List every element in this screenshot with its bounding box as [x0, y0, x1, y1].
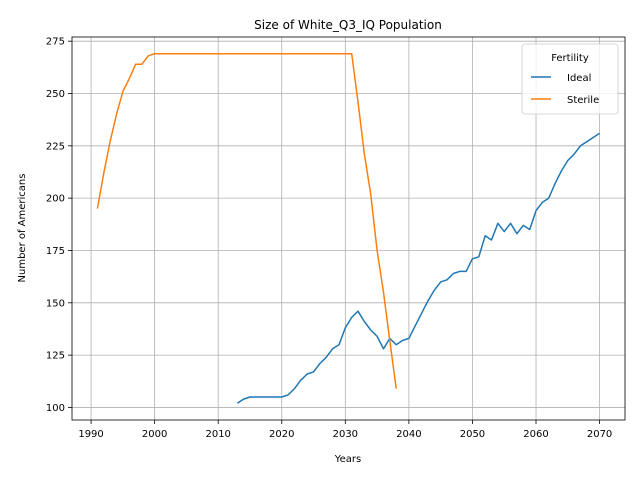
legend: Fertility Ideal Sterile: [521, 43, 619, 115]
chart-title: Size of White_Q3_IQ Population: [254, 18, 442, 32]
x-tick-label: 2020: [269, 429, 294, 440]
x-tick-label: 2000: [142, 429, 167, 440]
y-tick-label: 150: [46, 298, 65, 309]
y-axis-label: Number of Americans: [17, 174, 28, 283]
y-tick-label: 250: [46, 89, 65, 100]
x-tick-label: 2060: [523, 429, 548, 440]
x-tick-label: 2010: [205, 429, 230, 440]
x-axis-label: Years: [334, 454, 361, 465]
x-tick-label: 2030: [333, 429, 358, 440]
legend-label-ideal: Ideal: [567, 73, 591, 84]
y-tick-label: 175: [46, 246, 65, 257]
series-line-ideal: [236, 132, 601, 404]
x-tick-label: 2040: [396, 429, 421, 440]
y-tick-label: 275: [46, 37, 65, 48]
series-line-sterile: [96, 52, 397, 389]
x-tick-label: 2050: [460, 429, 485, 440]
y-tick-label: 225: [46, 141, 65, 152]
legend-box: [521, 43, 619, 115]
axis-ticks: 1990 2000 2010 2020 2030 2040 2050 2060 2070 100 1…: [46, 37, 612, 440]
plot-frame: [71, 36, 626, 421]
y-tick-label: 200: [46, 194, 65, 205]
x-tick-label: 1990: [78, 429, 103, 440]
x-tick-label: 2070: [587, 429, 612, 440]
y-tick-label: 125: [46, 351, 65, 362]
legend-label-sterile: Sterile: [567, 95, 599, 106]
series-lines: [96, 52, 601, 404]
legend-title: Fertility: [551, 53, 589, 64]
y-tick-label: 100: [46, 403, 65, 414]
